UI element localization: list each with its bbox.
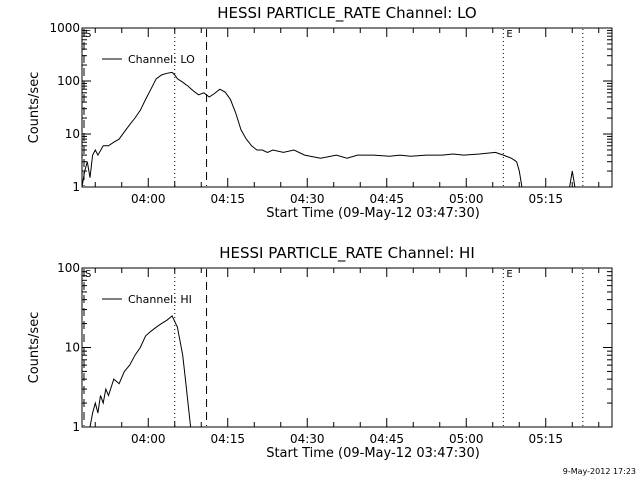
x-tick-label: 05:00 (449, 192, 484, 206)
y-tick-label: 10 (65, 341, 80, 355)
event-marker-e: E (506, 29, 512, 40)
plot-frame (81, 27, 613, 188)
x-axis-label: Start Time (09-May-12 03:47:30) (266, 446, 480, 461)
x-tick-label: 04:45 (369, 192, 404, 206)
x-tick-label: 04:00 (131, 192, 166, 206)
y-tick-label: 1 (72, 180, 80, 194)
x-tick-label: 04:15 (210, 432, 245, 446)
x-tick-label: 04:30 (290, 432, 325, 446)
x-tick-label: 04:15 (210, 192, 245, 206)
event-marker-s: S (85, 269, 91, 280)
x-tick-label: 05:15 (528, 432, 563, 446)
x-axis-label: Start Time (09-May-12 03:47:30) (266, 206, 480, 221)
y-tick-label: 100 (57, 74, 80, 88)
y-tick-label: 100 (57, 261, 80, 275)
chart-title: HESSI PARTICLE_RATE Channel: LO (217, 4, 476, 23)
event-marker-s: S (85, 29, 91, 40)
x-tick-label: 05:00 (449, 432, 484, 446)
x-tick-label: 05:15 (528, 192, 563, 206)
x-tick-label: 04:30 (290, 192, 325, 206)
chart-panel-1: HESSI PARTICLE_RATE Channel: LO 1 10 100 100… (27, 4, 613, 221)
x-tick-label: 04:45 (369, 432, 404, 446)
series-line-1 (82, 71, 576, 187)
y-tick-label: 1 (72, 420, 80, 434)
plot-frame (81, 267, 613, 428)
chart-panel-2: HESSI PARTICLE_RATE Channel: HI 1 10 100 04:… (27, 244, 613, 461)
y-tick-label: 1000 (49, 21, 80, 35)
footer-timestamp: 9-May-2012 17:23 (563, 467, 636, 476)
y-axis-label: Counts/sec (27, 72, 42, 144)
chart-title: HESSI PARTICLE_RATE Channel: HI (219, 244, 475, 263)
legend-label: Channel: HI (128, 293, 192, 306)
event-marker-e: E (506, 269, 512, 280)
y-tick-label: 10 (65, 127, 80, 141)
legend-label: Channel: LO (128, 53, 195, 66)
y-axis-label: Counts/sec (27, 312, 42, 384)
x-tick-label: 04:00 (131, 432, 166, 446)
series-line-1 (89, 315, 192, 427)
